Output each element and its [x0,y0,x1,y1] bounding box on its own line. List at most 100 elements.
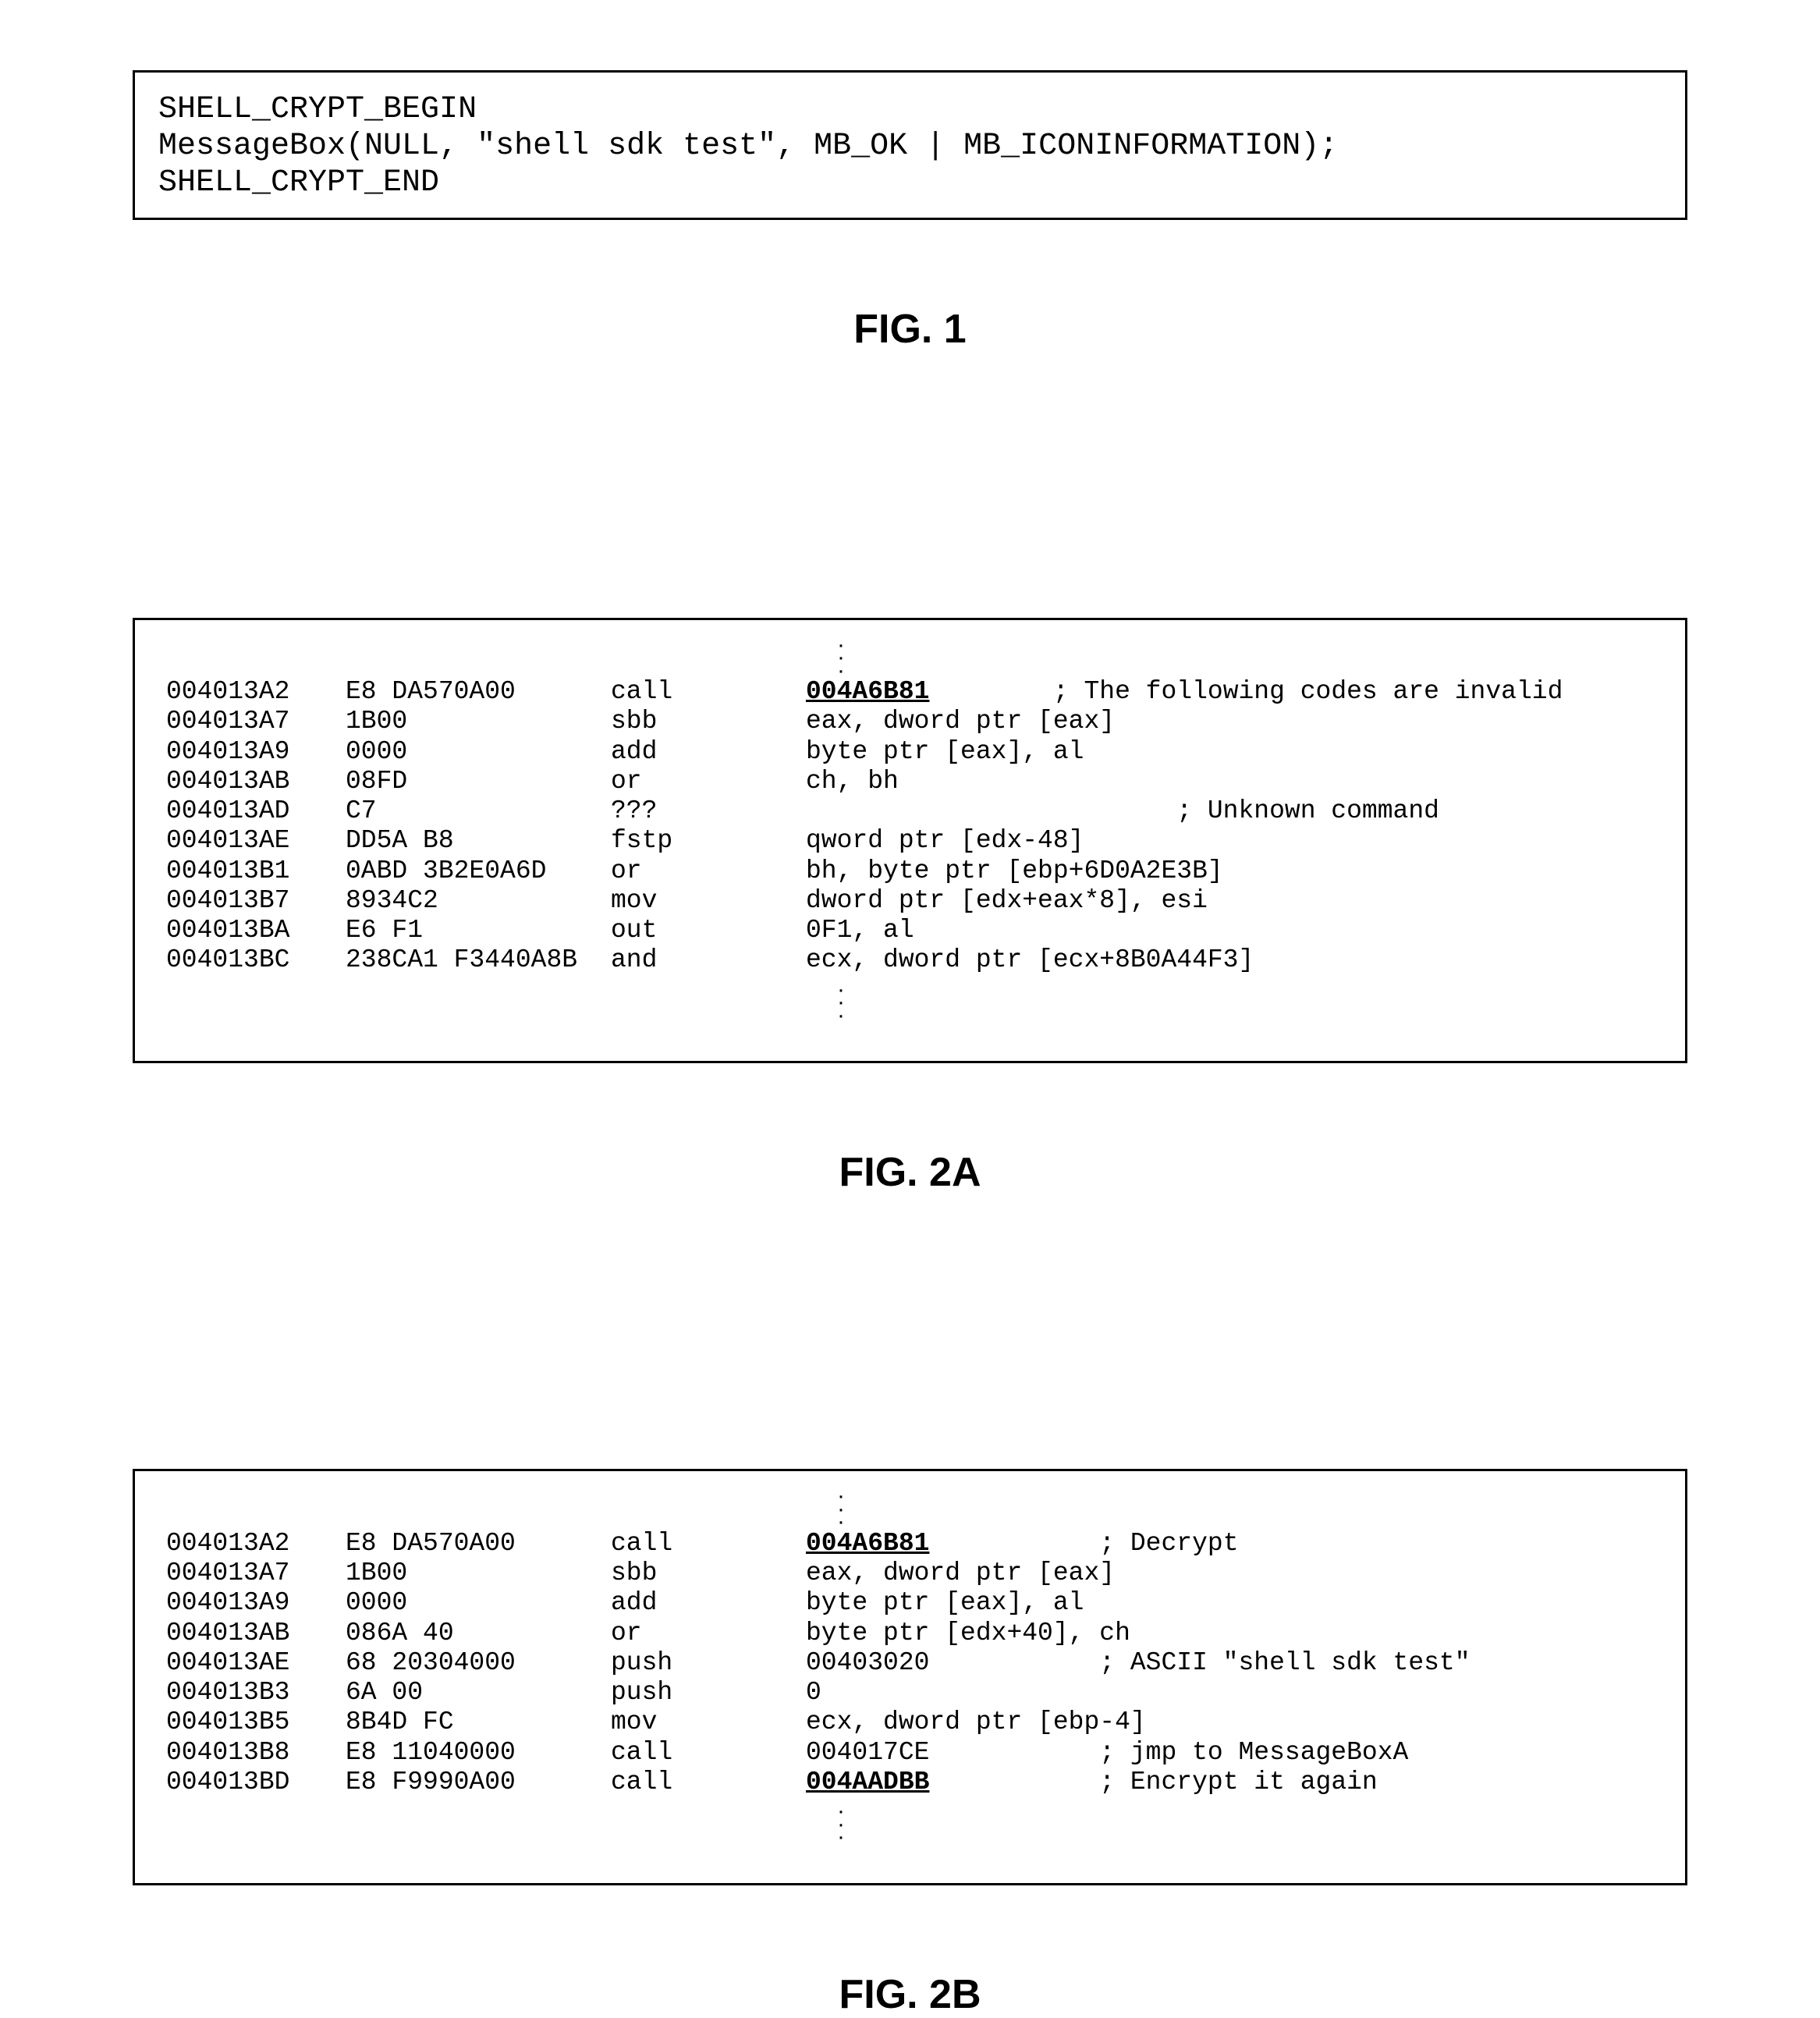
hex-cell: 8934C2 [346,886,611,916]
oper-post: ; The following codes are invalid [929,677,1563,706]
asm-row: 004013AD C7 ??? ; Unknown command [166,796,1662,826]
mnem-cell: add [611,1588,806,1618]
operand-cell: byte ptr [eax], al [806,737,1662,767]
addr-cell: 004013A7 [166,707,346,736]
addr-cell: 004013AD [166,796,346,826]
asm-row: 004013BA E6 F1 out 0F1, al [166,916,1662,945]
fig1-line: MessageBox(NULL, "shell sdk test", MB_OK… [158,128,1662,165]
asm-row: 004013A2 E8 DA570A00 call 004A6B81 ; The… [166,677,1662,707]
oper-pre: 004017CE ; jmp to MessageBoxA [806,1738,1408,1767]
operand-cell: eax, dword ptr [eax] [806,1559,1662,1588]
asm-row: 004013A7 1B00 sbb eax, dword ptr [eax] [166,707,1662,736]
hex-cell: E8 11040000 [346,1738,611,1768]
addr-cell: 004013BA [166,916,346,945]
mnem-cell: call [611,677,806,707]
hex-cell: DD5A B8 [346,826,611,856]
operand-cell: 004017CE ; jmp to MessageBoxA [806,1738,1662,1768]
oper-pre: bh, byte ptr [ebp+6D0A2E3B] [806,856,1223,885]
addr-cell: 004013B1 [166,856,346,886]
mnem-cell: sbb [611,707,806,736]
oper-pre: 0 [806,1678,821,1707]
mnem-cell: or [611,1619,806,1648]
mnem-cell: fstp [611,826,806,856]
operand-cell: ecx, dword ptr [ebp-4] [806,1708,1662,1737]
addr-cell: 004013AB [166,1619,346,1648]
addr-cell: 004013B3 [166,1678,346,1708]
asm-row: 004013AE DD5A B8 fstp qword ptr [edx-48] [166,826,1662,856]
mnem-cell: push [611,1648,806,1678]
fig1-caption: FIG. 1 [133,306,1687,353]
operand-cell: dword ptr [edx+eax*8], esi [806,886,1662,916]
addr-cell: 004013A9 [166,1588,346,1618]
mnem-cell: sbb [611,1559,806,1588]
asm-row: 004013AB 08FD or ch, bh [166,767,1662,796]
spacer [133,1196,1687,1469]
operand-cell: 004A6B81 ; Decrypt [806,1529,1662,1559]
addr-cell: 004013AE [166,1648,346,1678]
operand-cell: 0 [806,1678,1662,1708]
operand-cell: byte ptr [edx+40], ch [806,1619,1662,1648]
vertical-ellipsis-icon: ··· [166,1490,1662,1529]
mnem-cell: call [611,1738,806,1768]
hex-cell: 1B00 [346,1559,611,1588]
hex-cell: E8 DA570A00 [346,677,611,707]
operand-cell: bh, byte ptr [ebp+6D0A2E3B] [806,856,1662,886]
mnem-cell: call [611,1529,806,1559]
addr-cell: 004013A2 [166,677,346,707]
oper-pre: byte ptr [eax], al [806,737,1084,766]
asm-row: 004013AE 68 20304000 push 00403020 ; ASC… [166,1648,1662,1678]
asm-row: 004013A2 E8 DA570A00 call 004A6B81 ; Dec… [166,1529,1662,1559]
mnem-cell: call [611,1768,806,1797]
hex-cell: 0000 [346,1588,611,1618]
operand-cell: 004A6B81 ; The following codes are inval… [806,677,1662,707]
mnem-cell: or [611,856,806,886]
operand-cell: ch, bh [806,767,1662,796]
fig1-line: SHELL_CRYPT_END [158,165,1662,201]
hex-cell: 0000 [346,737,611,767]
addr-cell: 004013A7 [166,1559,346,1588]
oper-pre: dword ptr [edx+eax*8], esi [806,886,1208,915]
fig2b-caption: FIG. 2B [133,1971,1687,2018]
fig2a-panel: ··· 004013A2 E8 DA570A00 call 004A6B81 ;… [133,618,1687,1064]
operand-cell: byte ptr [eax], al [806,1588,1662,1618]
hex-cell: 68 20304000 [346,1648,611,1678]
addr-cell: 004013A9 [166,737,346,767]
oper-pre: ecx, dword ptr [ecx+8B0A44F3] [806,945,1254,974]
addr-cell: 004013B7 [166,886,346,916]
asm-row: 004013B7 8934C2 mov dword ptr [edx+eax*8… [166,886,1662,916]
mnem-cell: ??? [611,796,806,826]
asm-row: 004013B8 E8 11040000 call 004017CE ; jmp… [166,1738,1662,1768]
oper-pre: 00403020 ; ASCII "shell sdk test" [806,1648,1471,1677]
hex-cell: E8 F9990A00 [346,1768,611,1797]
hex-cell: 1B00 [346,707,611,736]
oper-pre: eax, dword ptr [eax] [806,707,1115,736]
operand-cell: eax, dword ptr [eax] [806,707,1662,736]
addr-cell: 004013AE [166,826,346,856]
oper-pre: 0F1, al [806,916,914,945]
hex-cell: 238CA1 F3440A8B [346,945,611,975]
hex-cell: 08FD [346,767,611,796]
operand-cell: 0F1, al [806,916,1662,945]
oper-post: ; Decrypt [929,1529,1238,1558]
oper-post: ; Encrypt it again [929,1768,1377,1796]
page: SHELL_CRYPT_BEGIN MessageBox(NULL, "shel… [0,0,1820,1948]
oper-bold: 004AADBB [806,1768,929,1796]
hex-cell: 6A 00 [346,1678,611,1708]
addr-cell: 004013AB [166,767,346,796]
asm-row: 004013AB 086A 40 or byte ptr [edx+40], c… [166,1619,1662,1648]
oper-pre: eax, dword ptr [eax] [806,1559,1115,1587]
fig1-panel: SHELL_CRYPT_BEGIN MessageBox(NULL, "shel… [133,70,1687,220]
operand-cell: qword ptr [edx-48] [806,826,1662,856]
oper-pre: ecx, dword ptr [ebp-4] [806,1708,1146,1736]
addr-cell: 004013B5 [166,1708,346,1737]
operand-cell: 004AADBB ; Encrypt it again [806,1768,1662,1797]
asm-row: 004013B3 6A 00 push 0 [166,1678,1662,1708]
oper-pre: qword ptr [edx-48] [806,826,1084,855]
fig2a-caption: FIG. 2A [133,1149,1687,1196]
fig2b-panel: ··· 004013A2 E8 DA570A00 call 004A6B81 ;… [133,1469,1687,1885]
hex-cell: E6 F1 [346,916,611,945]
mnem-cell: mov [611,1708,806,1737]
vertical-ellipsis-icon: ··· [166,984,1662,1023]
hex-cell: 086A 40 [346,1619,611,1648]
mnem-cell: mov [611,886,806,916]
